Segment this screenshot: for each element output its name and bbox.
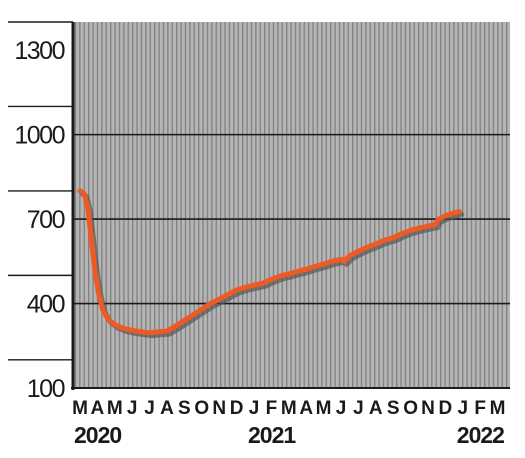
x-tick-label: J bbox=[127, 398, 138, 419]
x-tick-label: M bbox=[107, 398, 123, 419]
y-tick-label: 100 bbox=[27, 375, 65, 403]
x-tick-label: A bbox=[369, 398, 383, 419]
x-tick-label: J bbox=[249, 398, 260, 419]
year-label: 2021 bbox=[248, 422, 296, 448]
x-tick-label: J bbox=[336, 398, 347, 419]
y-tick-label: 1300 bbox=[14, 37, 64, 65]
x-tick-label: A bbox=[160, 398, 174, 419]
x-tick-label: O bbox=[403, 398, 418, 419]
x-tick-label: S bbox=[178, 398, 191, 419]
y-tick-label: 1000 bbox=[14, 122, 64, 150]
y-tick-label: 400 bbox=[27, 291, 65, 319]
x-tick-label: J bbox=[458, 398, 469, 419]
x-tick-label: J bbox=[353, 398, 364, 419]
x-tick-label: F bbox=[474, 398, 486, 419]
y-tick-label: 700 bbox=[27, 206, 65, 234]
x-tick-label: A bbox=[299, 398, 313, 419]
x-tick-label: M bbox=[72, 398, 88, 419]
x-tick-label: S bbox=[387, 398, 400, 419]
x-tick-label: J bbox=[144, 398, 155, 419]
x-tick-label: A bbox=[91, 398, 105, 419]
x-tick-label: F bbox=[266, 398, 278, 419]
x-tick-label: M bbox=[490, 398, 506, 419]
x-tick-label: N bbox=[421, 398, 435, 419]
plot-area bbox=[73, 22, 510, 388]
series-line bbox=[77, 188, 462, 336]
year-label: 2022 bbox=[457, 422, 504, 448]
x-tick-label: M bbox=[316, 398, 332, 419]
x-tick-label: D bbox=[439, 398, 453, 419]
x-tick-label: N bbox=[212, 398, 226, 419]
x-tick-label: D bbox=[230, 398, 244, 419]
x-tick-label: M bbox=[281, 398, 297, 419]
x-tick-label: O bbox=[194, 398, 209, 419]
year-label: 2020 bbox=[74, 422, 121, 448]
